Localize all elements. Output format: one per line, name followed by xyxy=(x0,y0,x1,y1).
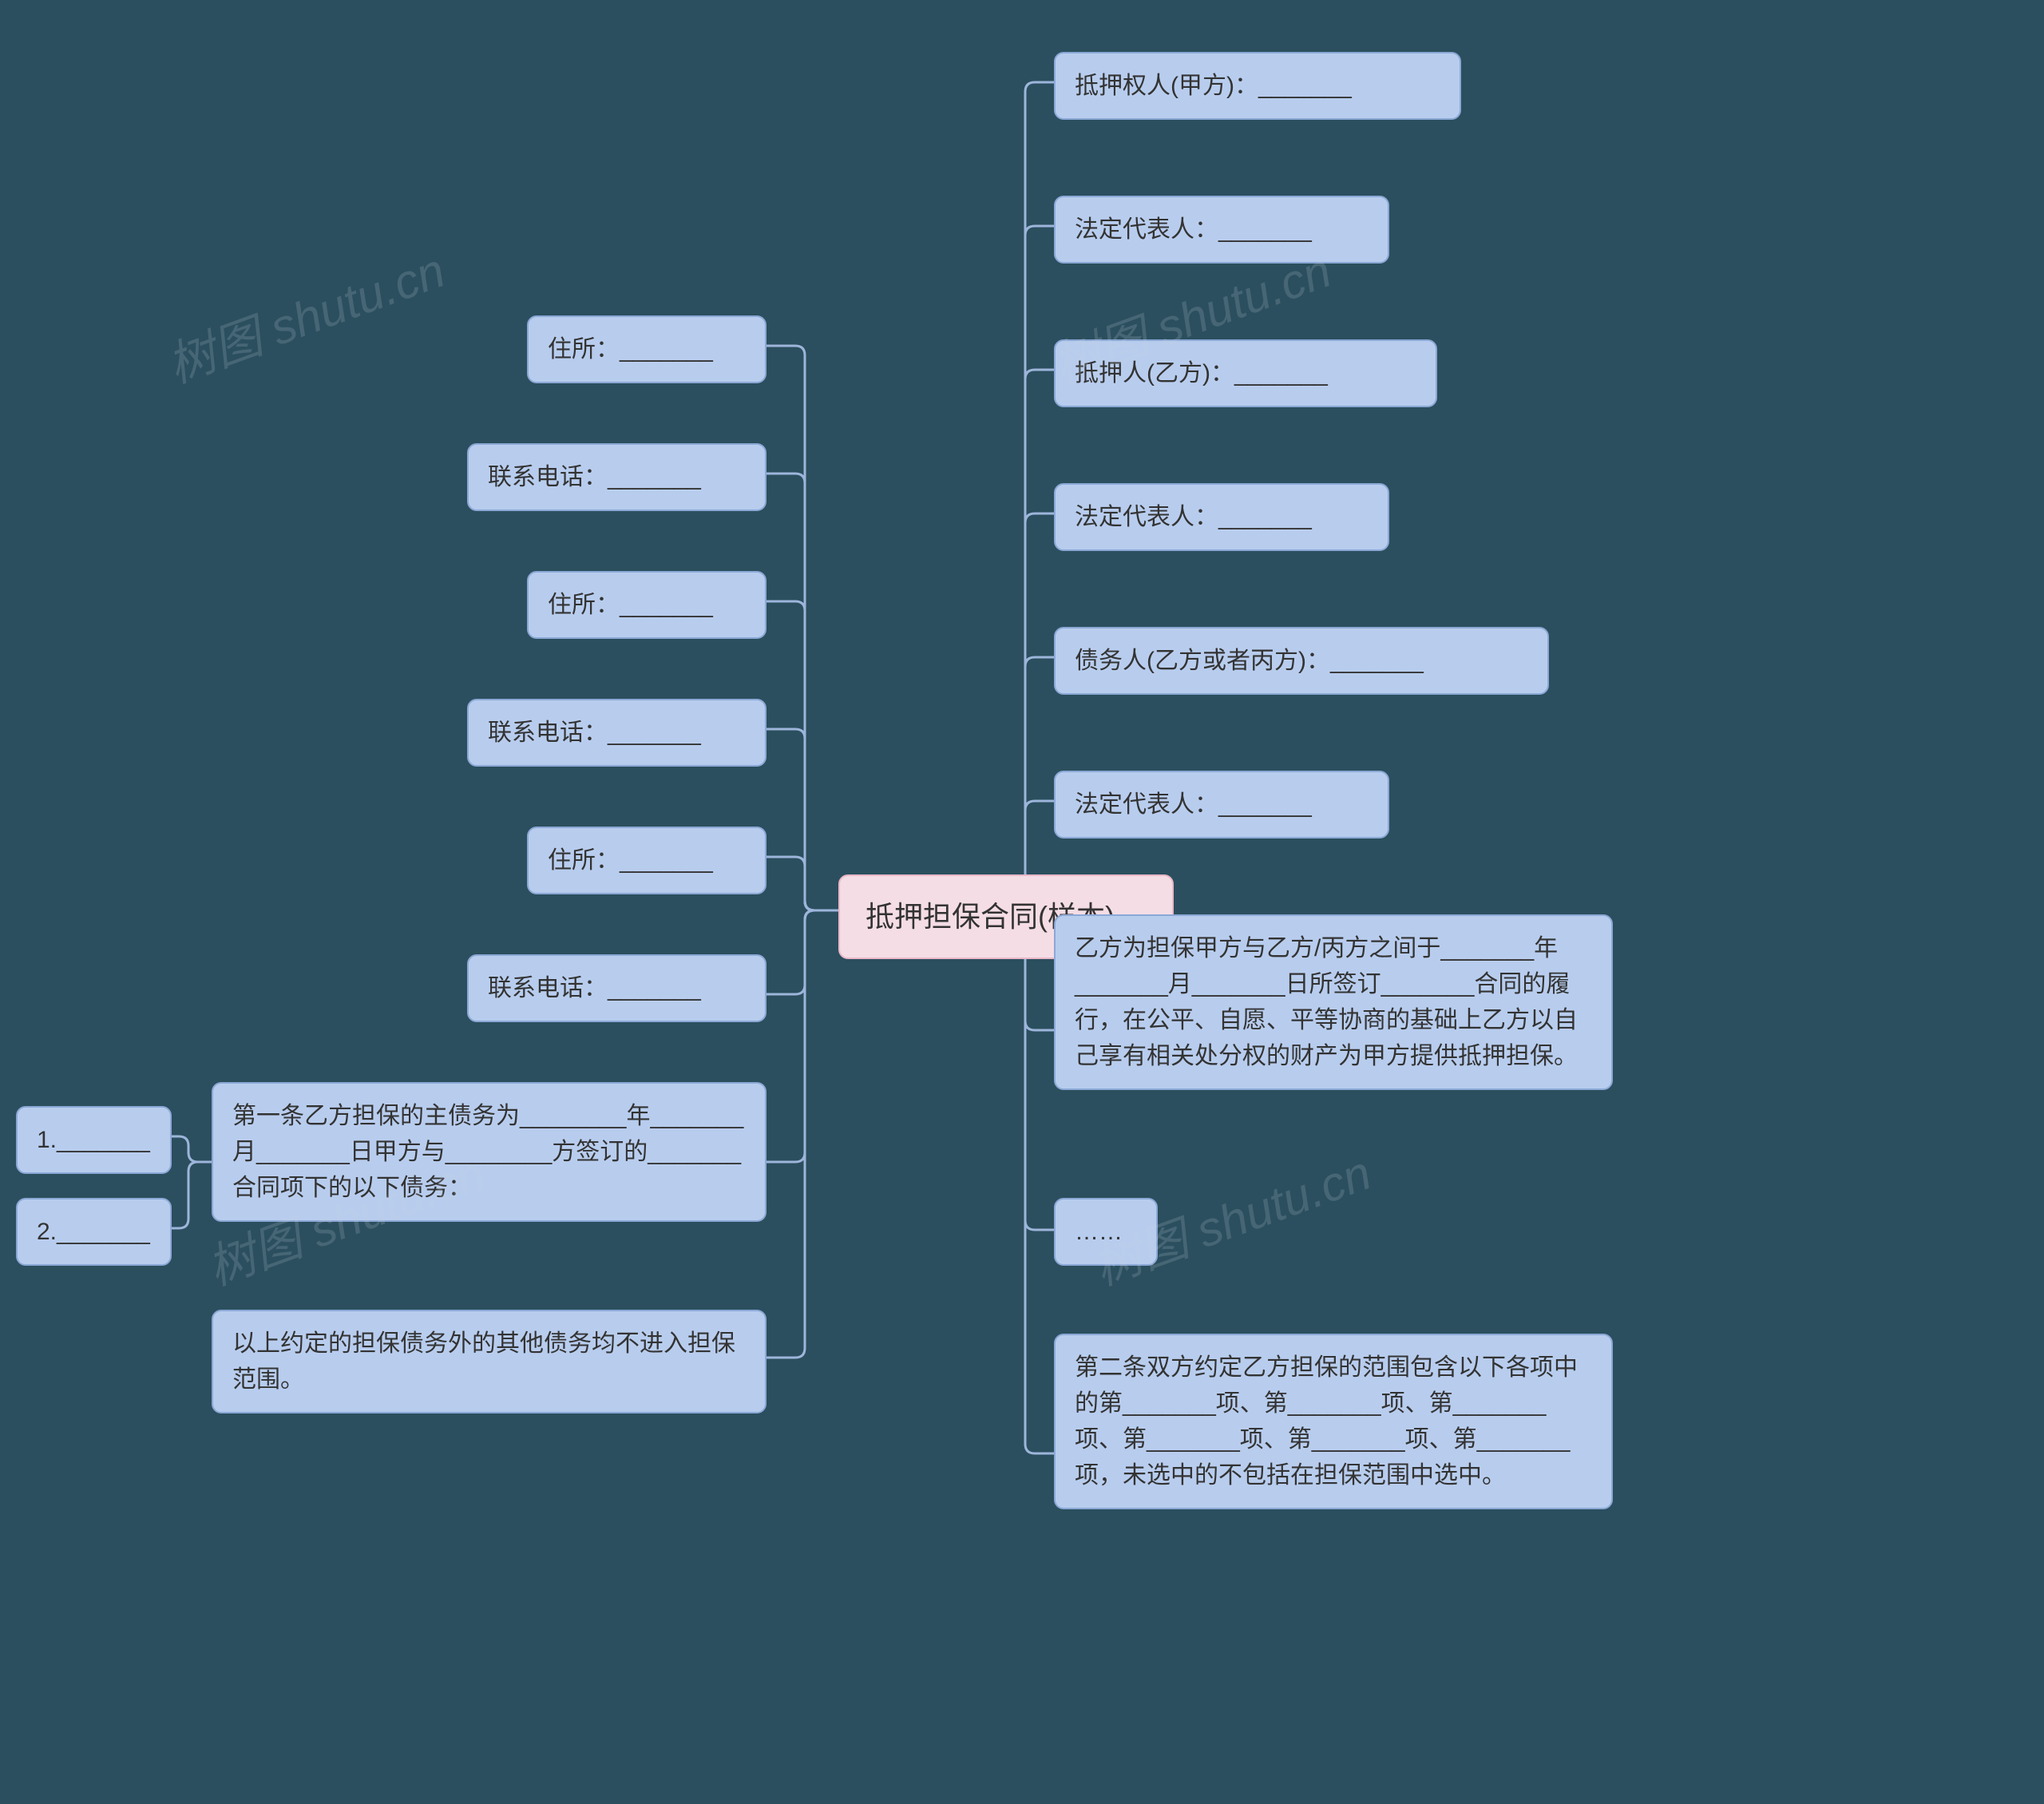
right-node-article-2: 第二条双方约定乙方担保的范围包含以下各项中的第_______项、第_______… xyxy=(1054,1334,1613,1509)
right-node-ellipsis: …… xyxy=(1054,1198,1158,1266)
left-node-article-1: 第一条乙方担保的主债务为________年_______月_______日甲方与… xyxy=(212,1082,766,1222)
watermark: 树图 shutu.cn xyxy=(156,232,453,396)
left-node-address-3: 住所：_______ xyxy=(527,827,766,894)
left-node-address-1: 住所：_______ xyxy=(527,315,766,383)
right-node-legal-rep-1: 法定代表人：_______ xyxy=(1054,196,1389,264)
left-node-phone-3: 联系电话：_______ xyxy=(467,954,766,1022)
left-node-phone-2: 联系电话：_______ xyxy=(467,699,766,767)
right-node-legal-rep-3: 法定代表人：_______ xyxy=(1054,771,1389,839)
right-node-guarantee-clause: 乙方为担保甲方与乙方/丙方之间于_______年_______月_______日… xyxy=(1054,914,1613,1090)
left-node-address-2: 住所：_______ xyxy=(527,571,766,639)
right-node-legal-rep-2: 法定代表人：_______ xyxy=(1054,483,1389,551)
left-node-scope-note: 以上约定的担保债务外的其他债务均不进入担保范围。 xyxy=(212,1310,766,1413)
left-sub-item-1: 1._______ xyxy=(16,1106,172,1174)
right-node-mortgagor: 抵押人(乙方)：_______ xyxy=(1054,339,1437,407)
left-sub-item-2: 2._______ xyxy=(16,1198,172,1266)
left-node-phone-1: 联系电话：_______ xyxy=(467,443,766,511)
right-node-debtor: 债务人(乙方或者丙方)：_______ xyxy=(1054,627,1549,695)
right-node-mortgagee: 抵押权人(甲方)：_______ xyxy=(1054,52,1461,120)
